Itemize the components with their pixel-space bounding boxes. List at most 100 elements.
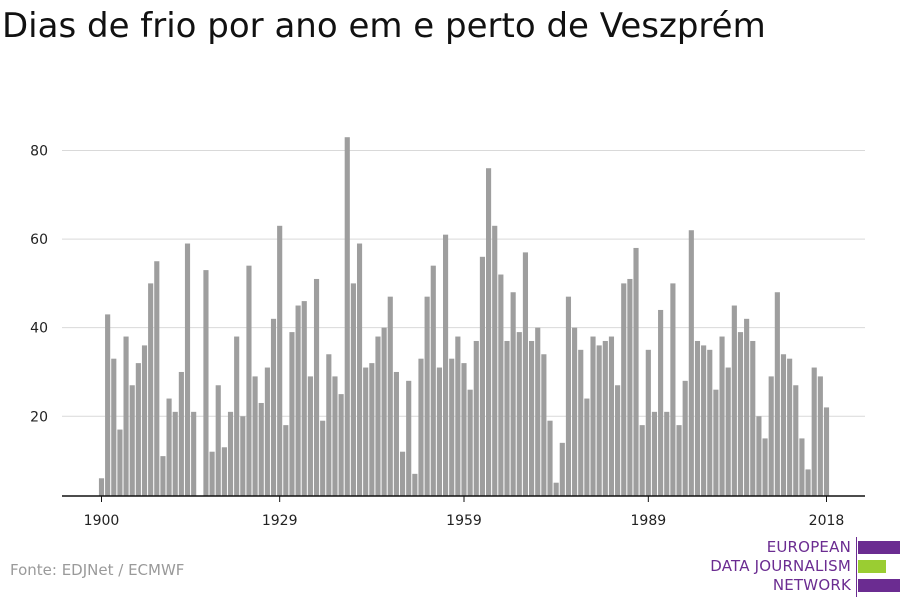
bar-1972 — [541, 354, 547, 496]
bar-1998 — [701, 345, 707, 496]
bar-2016 — [811, 367, 817, 496]
bar-2011 — [780, 354, 787, 496]
bar-2014 — [799, 438, 805, 496]
bar-1988 — [639, 425, 645, 496]
bar-2001 — [719, 336, 725, 496]
x-tick-label-1989: 1989 — [631, 513, 667, 529]
bar-1944 — [369, 363, 375, 496]
bar-1921 — [227, 411, 234, 496]
bar-1920 — [221, 447, 227, 496]
bar-1901 — [105, 314, 111, 496]
bar-1912 — [172, 411, 178, 496]
bar-1990 — [651, 411, 658, 496]
bar-1903 — [117, 429, 123, 496]
bar-1941 — [350, 283, 356, 496]
bar-1996 — [688, 230, 694, 497]
bar-1915 — [191, 411, 197, 496]
bar-1936 — [320, 420, 326, 496]
y-axis-labels: 20 40 60 80 — [30, 144, 48, 426]
bar-1930 — [283, 425, 289, 496]
logo-bar-purple-bottom — [858, 579, 900, 592]
bar-1940 — [344, 137, 350, 496]
bar-1937 — [326, 354, 332, 496]
x-tick-label-2018: 2018 — [809, 513, 845, 529]
bar-1951 — [412, 473, 418, 496]
x-axis-ticks: 1900 1929 1959 1989 2018 — [84, 496, 845, 529]
bar-1948 — [393, 371, 399, 496]
bar-1922 — [234, 336, 240, 496]
bar-1918 — [209, 451, 215, 496]
logo-line-network: NETWORK — [772, 576, 851, 594]
bar-1960 — [467, 389, 473, 496]
bar-2015 — [805, 469, 811, 496]
bar-2002 — [725, 367, 731, 496]
logo-line-data-journalism: DATA JOURNALISM — [710, 557, 851, 575]
bar-1942 — [356, 243, 363, 496]
bar-1945 — [375, 336, 381, 496]
bar-2017 — [817, 376, 823, 496]
bar-1966 — [504, 340, 510, 496]
bar-1904 — [123, 336, 129, 496]
bar-1994 — [676, 425, 682, 496]
bar-1975 — [559, 442, 565, 496]
bar-1965 — [498, 274, 504, 496]
bar-1917 — [203, 270, 209, 496]
bar-1952 — [418, 358, 424, 496]
bar-1905 — [129, 385, 135, 496]
bar-1986 — [627, 278, 633, 496]
bar-1959 — [461, 363, 467, 496]
bar-1961 — [473, 340, 479, 496]
logo-divider — [856, 537, 857, 597]
bar-1991 — [658, 309, 664, 496]
bar-1902 — [111, 358, 117, 496]
bar-1909 — [154, 261, 160, 496]
bar-1963 — [486, 168, 492, 496]
logo-line-european: EUROPEAN — [766, 538, 851, 556]
bar-1971 — [535, 327, 541, 496]
bar-1992 — [664, 411, 670, 496]
bars — [98, 137, 830, 497]
bar-1908 — [148, 283, 154, 496]
bar-1924 — [246, 265, 252, 496]
bar-1973 — [547, 420, 553, 496]
bar-1931 — [289, 332, 295, 496]
bar-1928 — [270, 318, 277, 496]
bar-1906 — [135, 363, 141, 496]
bar-2005 — [744, 318, 750, 496]
bar-1997 — [694, 340, 701, 496]
bar-1913 — [178, 371, 184, 496]
y-tick-label-20: 20 — [30, 409, 48, 425]
bar-1957 — [449, 358, 455, 496]
chart-title: Dias de frio por ano em e perto de Veszp… — [2, 6, 766, 46]
x-tick-label-1900: 1900 — [84, 513, 120, 529]
bar-2008 — [762, 438, 768, 496]
bar-1907 — [141, 345, 148, 496]
bar-1982 — [602, 340, 608, 496]
bar-2006 — [750, 340, 756, 496]
bar-1979 — [584, 398, 590, 496]
bar-1968 — [516, 332, 522, 496]
bar-1919 — [215, 385, 221, 496]
bar-2009 — [768, 376, 774, 496]
x-tick-label-1959: 1959 — [446, 513, 482, 529]
x-tick-label-1929: 1929 — [262, 513, 298, 529]
bar-2003 — [731, 305, 737, 496]
bar-1925 — [252, 376, 258, 496]
bar-1967 — [510, 292, 516, 496]
bar-1969 — [522, 252, 529, 496]
bar-1984 — [615, 385, 621, 496]
y-tick-label-80: 80 — [30, 144, 48, 160]
bar-1934 — [307, 376, 313, 496]
bar-1954 — [430, 265, 436, 496]
bar-1955 — [436, 367, 442, 496]
bar-1926 — [258, 402, 264, 496]
bar-1974 — [553, 482, 559, 496]
bar-2007 — [756, 416, 762, 496]
bar-chart: 20 40 60 80 1900 1929 1959 1989 2018 — [30, 137, 865, 529]
bar-1970 — [529, 340, 535, 496]
source-note: Fonte: EDJNet / ECMWF — [10, 561, 185, 579]
bar-2012 — [787, 358, 793, 496]
bar-1923 — [240, 416, 246, 496]
bar-1993 — [670, 283, 676, 496]
bar-1939 — [338, 394, 344, 496]
